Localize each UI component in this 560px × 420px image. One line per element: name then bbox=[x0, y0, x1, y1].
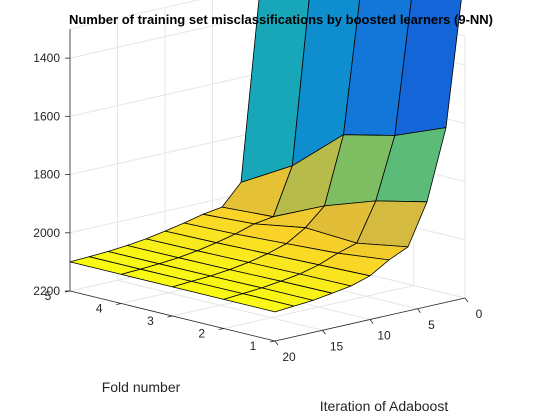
z-tick-label: 1800 bbox=[33, 168, 60, 182]
x-tick-label: 15 bbox=[330, 339, 344, 353]
wall-grid-line bbox=[69, 14, 261, 59]
x-tick-mark bbox=[322, 330, 326, 335]
y-tick-mark bbox=[218, 328, 224, 330]
x-tick-label: 20 bbox=[282, 350, 296, 364]
x-tick-mark bbox=[274, 340, 279, 346]
z-tick-label: 2000 bbox=[33, 226, 60, 240]
x-tick-mark bbox=[369, 319, 374, 324]
y-tick-label: 4 bbox=[96, 302, 103, 316]
x-tick-label: 0 bbox=[476, 307, 483, 321]
y-axis-label: Fold number bbox=[102, 379, 181, 395]
z-tick-label: 1600 bbox=[33, 109, 60, 123]
z-tick-label: 2200 bbox=[33, 284, 60, 298]
x-tick-mark bbox=[464, 297, 469, 303]
chart-title: Number of training set misclassification… bbox=[69, 12, 493, 27]
y-tick-mark bbox=[167, 315, 173, 318]
x-tick-label: 5 bbox=[428, 318, 435, 332]
y-tick-label: 1 bbox=[250, 339, 257, 353]
x-tick-label: 10 bbox=[377, 329, 391, 343]
y-tick-label: 2 bbox=[198, 327, 205, 341]
y-tick-label: 3 bbox=[147, 314, 154, 328]
z-tick-label: 1400 bbox=[33, 51, 60, 65]
y-tick-mark bbox=[269, 340, 276, 343]
surface-face bbox=[223, 293, 295, 313]
wall-grid-line bbox=[69, 131, 261, 176]
x-axis-label: Iteration of Adaboost bbox=[320, 398, 449, 414]
surface-mesh bbox=[69, 0, 462, 313]
wall-grid-line bbox=[69, 189, 261, 234]
wall-grid-line bbox=[69, 72, 261, 117]
tick-labels: 0 5 10 15 20 1 2 3 4 5 1400 1600 1800 2000 2200 bbox=[33, 51, 482, 364]
y-tick-mark bbox=[116, 303, 122, 305]
floor-grid-line bbox=[223, 285, 414, 329]
x-tick-mark bbox=[417, 308, 421, 313]
y-tick-label: 5 bbox=[45, 289, 52, 303]
wall-grid-line bbox=[69, 0, 201, 30]
